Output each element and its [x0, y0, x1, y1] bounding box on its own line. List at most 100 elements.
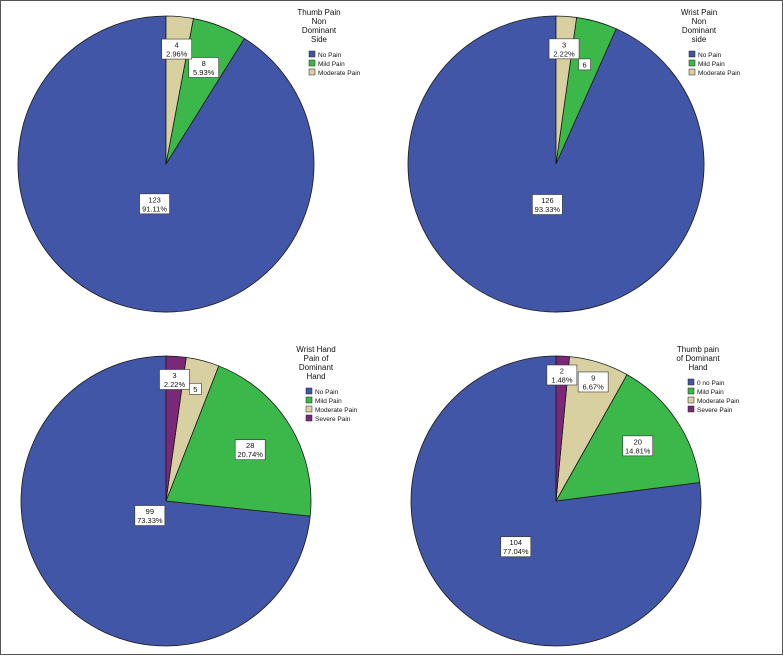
legend-swatch [305, 405, 313, 413]
legend-title-line: Non [312, 17, 327, 26]
data-label-box [548, 38, 580, 60]
data-label-box [578, 58, 591, 71]
data-label-moderate-pain: 32.22% [548, 38, 580, 60]
data-label-count: 2 [560, 366, 564, 375]
data-label-box [546, 364, 578, 386]
legend-item-severe-pain: Severe Pain [305, 414, 351, 423]
data-label-percent: 73.33% [137, 516, 163, 525]
legend-label: Moderate Pain [318, 70, 361, 77]
data-label-mild-pain: 85.93% [188, 57, 219, 78]
data-label-percent: 1.48% [551, 375, 573, 384]
legend-title-line: of Dominant [676, 354, 720, 363]
legend-swatch [687, 387, 695, 395]
legend-swatch [305, 387, 313, 395]
data-label-percent: 5.93% [193, 68, 215, 77]
data-label-percent: 6.67% [583, 382, 605, 391]
data-label-box [234, 439, 266, 461]
data-label-count: 123 [148, 195, 161, 204]
legend-swatch [308, 50, 316, 58]
legend-label: Mild Pain [697, 389, 724, 396]
legend-item-moderate-pain: Moderate Pain [308, 68, 361, 77]
data-label-percent: 14.81% [625, 446, 651, 455]
legend-label: Mild Pain [315, 398, 342, 405]
data-label-count: 99 [146, 507, 154, 516]
data-label-count: 104 [510, 538, 523, 547]
legend-title-line: Side [311, 35, 328, 44]
data-label-box [577, 371, 609, 393]
legend-title-line: Hand [688, 363, 707, 372]
data-label-count: 8 [202, 59, 206, 68]
legend-item-mild-pain: Mild Pain [308, 59, 345, 68]
legend-title-line: Hand [306, 372, 325, 381]
pie-slice-severe-pain [165, 355, 187, 502]
legend-label: Moderate Pain [697, 398, 740, 405]
data-label-box [139, 193, 170, 215]
data-label-percent: 2.96% [166, 50, 188, 59]
data-label-moderate-pain: 42.96% [161, 38, 193, 60]
legend-swatch [308, 68, 316, 76]
legend-item-0-no-pain: 0 no Pain [687, 378, 725, 387]
legend-title-line: Wrist Hand [296, 345, 335, 354]
legend-swatch [688, 59, 696, 67]
legend-item-severe-pain: Severe Pain [687, 405, 733, 414]
data-label-count: 5 [193, 385, 197, 394]
legend-swatch [305, 414, 313, 422]
legend-item-mild-pain: Mild Pain [305, 396, 342, 405]
legend-title-line: Dominant [682, 26, 717, 35]
legend-item-mild-pain: Mild Pain [688, 59, 725, 68]
data-label-count: 126 [541, 196, 554, 205]
data-label-moderate-pain: 96.67% [577, 371, 609, 393]
data-label-count: 4 [175, 41, 179, 50]
data-label-count: 28 [246, 441, 254, 450]
legend-label: Moderate Pain [315, 407, 358, 414]
data-label-moderate-pain: 5 [189, 382, 202, 395]
data-label-count: 3 [562, 40, 566, 49]
legend-item-no-pain: No Pain [688, 50, 722, 59]
legend-label: No Pain [698, 52, 722, 59]
legend-title-line: Non [692, 17, 707, 26]
data-label-percent: 20.74% [238, 450, 264, 459]
legend-label: 0 no Pain [697, 380, 725, 387]
data-label-box [500, 536, 532, 558]
data-label-box [161, 38, 193, 60]
data-label-box [622, 435, 654, 457]
data-label-percent: 77.04% [503, 547, 529, 556]
legend-label: Mild Pain [698, 61, 725, 68]
data-label-count: 9 [591, 373, 595, 382]
legend-title-line: Dominant [302, 26, 337, 35]
legend-label: Moderate Pain [698, 70, 741, 77]
legend-title-line: Dominant [299, 363, 334, 372]
legend-item-mild-pain: Mild Pain [687, 387, 724, 396]
pie-slice-severe-pain [555, 355, 570, 502]
legend-swatch [687, 378, 695, 386]
legend-title-line: Wrist Pain [681, 8, 717, 17]
legend-label: No Pain [318, 52, 342, 59]
legend-swatch [308, 59, 316, 67]
legend-title-line: Thumb Pain [297, 8, 340, 17]
data-label-count: 6 [582, 60, 586, 69]
data-label-severe-pain: 32.22% [159, 369, 190, 390]
data-label-count: 3 [172, 371, 176, 380]
legend-item-no-pain: No Pain [305, 387, 339, 396]
legend-title-line: side [692, 35, 707, 44]
legend-swatch [688, 68, 696, 76]
data-label-box [134, 505, 166, 526]
legend-item-moderate-pain: Moderate Pain [688, 68, 741, 77]
data-label-percent: 93.33% [535, 205, 561, 214]
legend-title-line: Thumb pain [677, 345, 719, 354]
data-label-percent: 91.11% [142, 204, 167, 213]
data-label-severe-pain: 21.48% [546, 364, 578, 386]
